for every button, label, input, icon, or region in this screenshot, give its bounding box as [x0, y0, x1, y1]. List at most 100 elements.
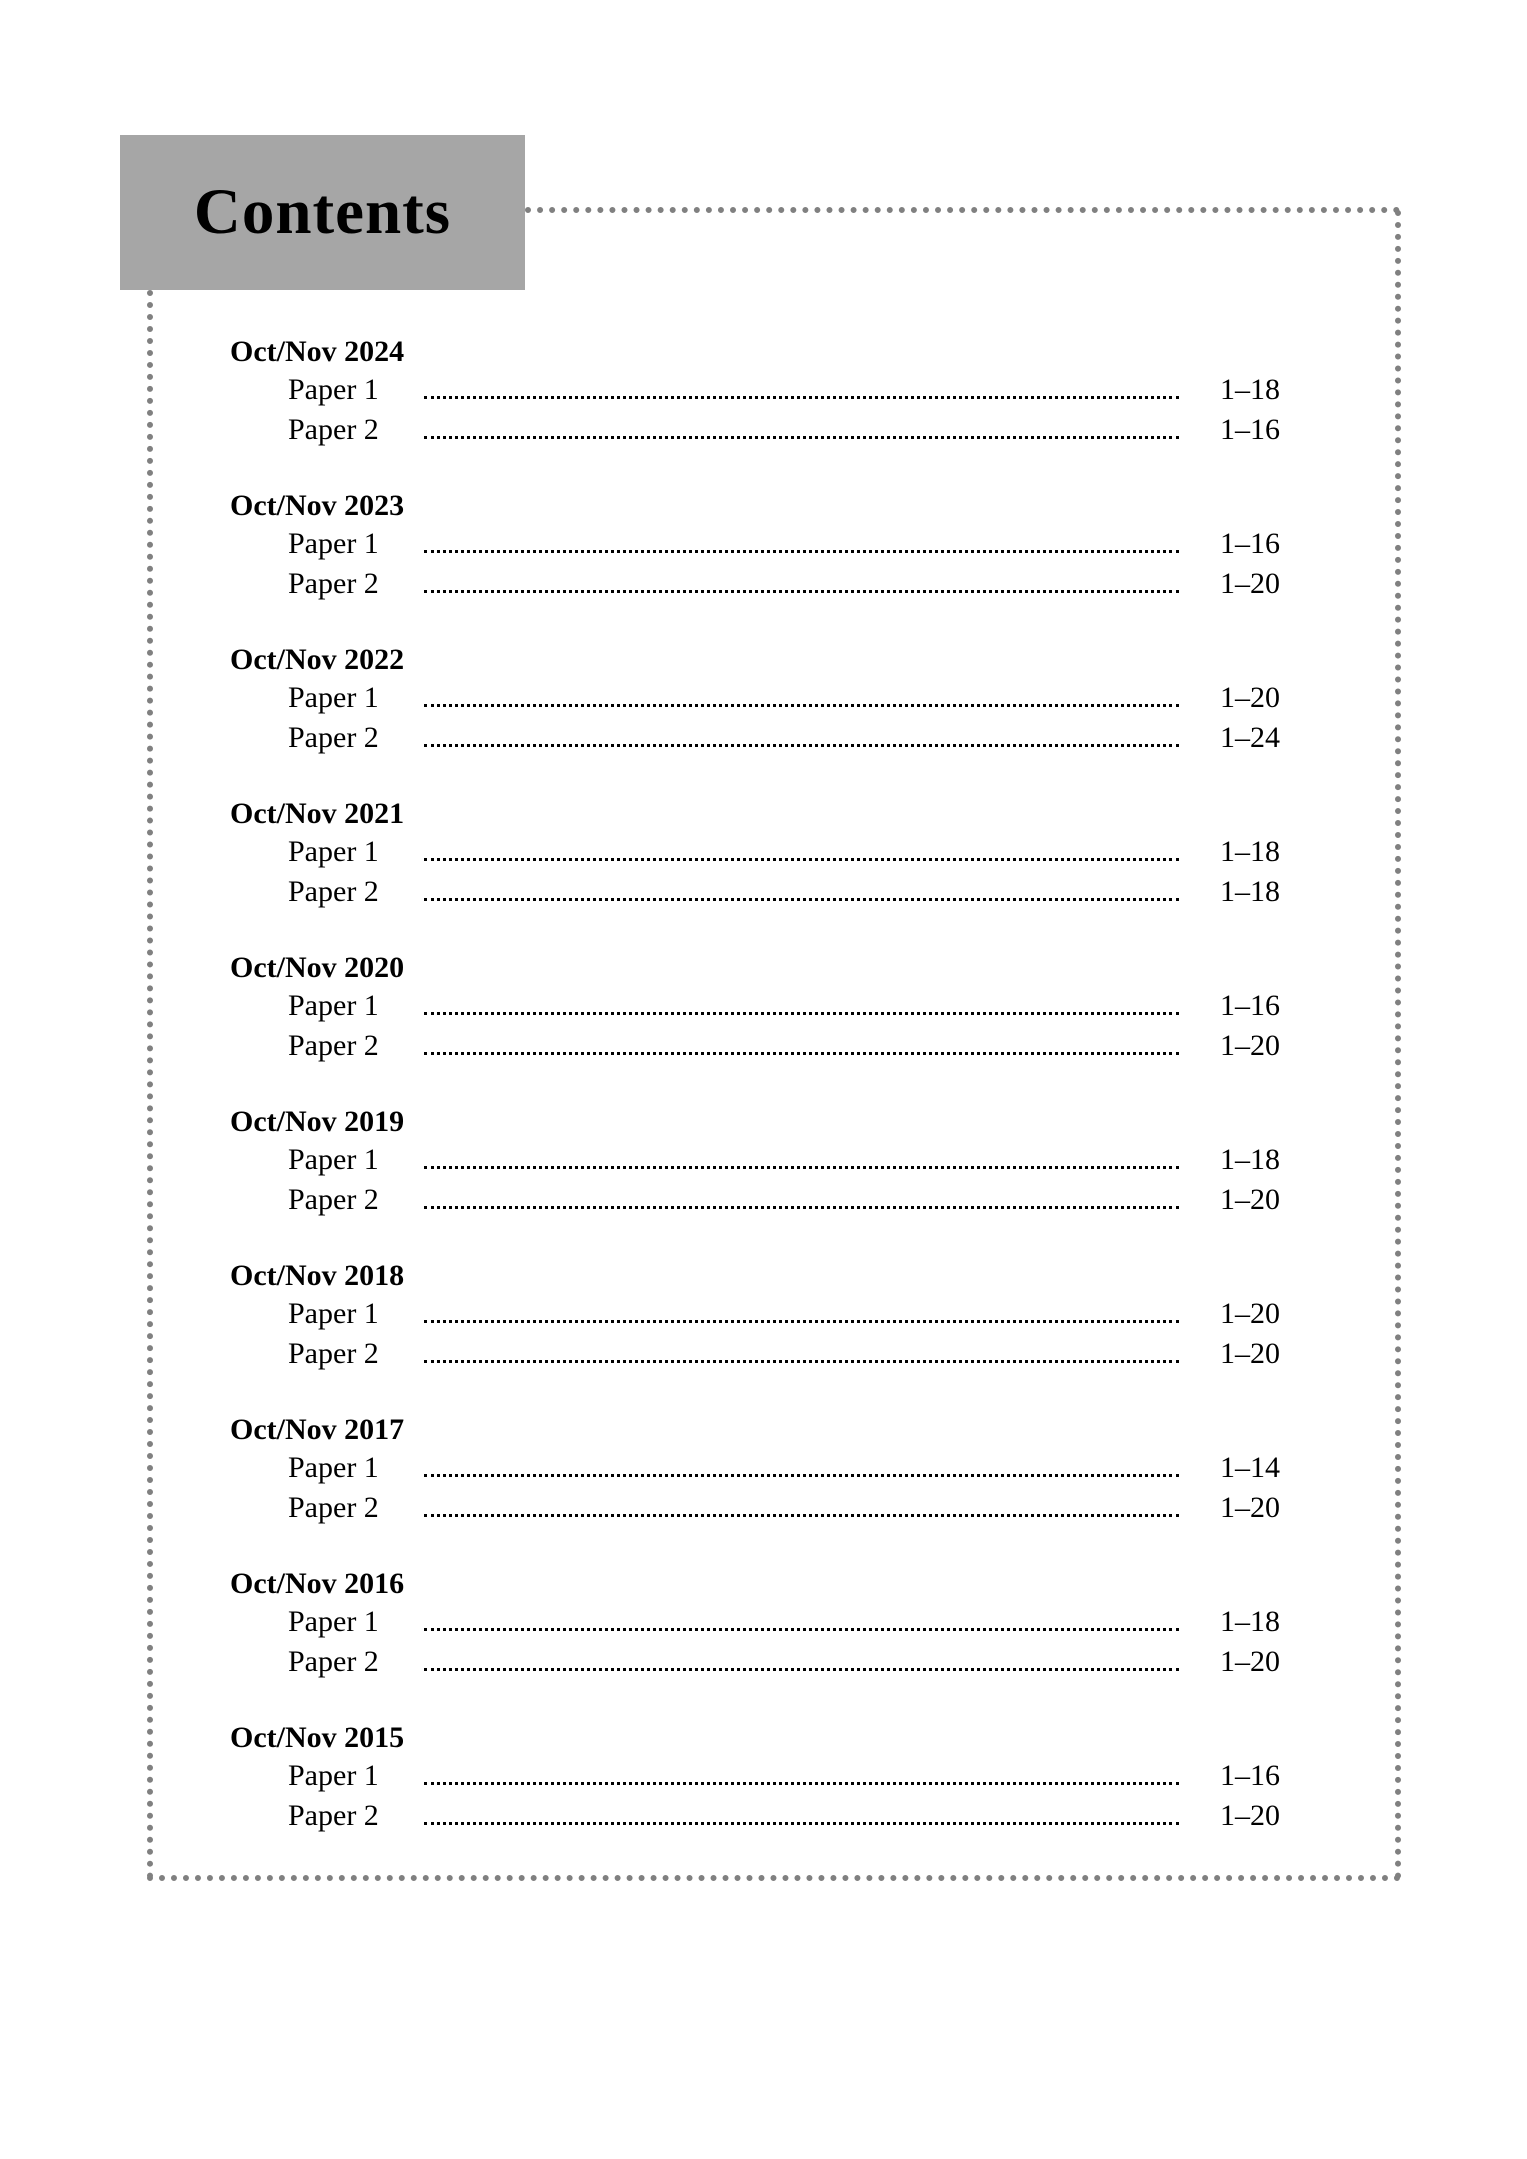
leader-dots [424, 1474, 1179, 1477]
year-section: Oct/Nov 2020 Paper 1 1–16 Paper 2 1–20 [230, 951, 1280, 1063]
leader-dots [424, 1782, 1179, 1785]
paper-label: Paper 1 [230, 1297, 418, 1331]
page-range: 1–18 [1185, 373, 1280, 407]
year-section: Oct/Nov 2024 Paper 1 1–18 Paper 2 1–16 [230, 335, 1280, 447]
page-range: 1–16 [1185, 1759, 1280, 1793]
year-heading: Oct/Nov 2018 [230, 1259, 1280, 1293]
leader-dots [424, 1012, 1179, 1015]
year-section: Oct/Nov 2021 Paper 1 1–18 Paper 2 1–18 [230, 797, 1280, 909]
year-heading: Oct/Nov 2022 [230, 643, 1280, 677]
page-range: 1–20 [1185, 681, 1280, 715]
border-top [525, 207, 1400, 213]
page-range: 1–18 [1185, 835, 1280, 869]
leader-dots [424, 1052, 1179, 1055]
border-bottom [147, 1875, 1401, 1881]
paper-label: Paper 2 [230, 413, 418, 447]
leader-dots [424, 1206, 1179, 1209]
toc-entry: Paper 1 1–18 [230, 835, 1280, 869]
contents-body: Oct/Nov 2024Paper 11–18Paper 21–16Oct/No… [230, 335, 1280, 1875]
paper-label: Paper 2 [230, 1799, 418, 1833]
paper-label: Paper 2 [230, 875, 418, 909]
paper-label: Paper 2 [230, 567, 418, 601]
leader-dots [424, 1668, 1179, 1671]
page-range: 1–18 [1185, 1143, 1280, 1177]
paper-label: Paper 1 [230, 835, 418, 869]
leader-dots [424, 1320, 1179, 1323]
toc-entry: Paper 2 1–20 [230, 1029, 1280, 1063]
leader-dots [424, 1822, 1179, 1825]
page-range: 1–20 [1185, 1029, 1280, 1063]
page-title: Contents [194, 175, 451, 250]
toc-entry: Paper 2 1–24 [230, 721, 1280, 755]
year-section: Oct/Nov 2018Paper 11–20Paper 21–20 [230, 1259, 1280, 1371]
toc-entry: Paper 11–20 [230, 1297, 1280, 1331]
year-heading: Oct/Nov 2019 [230, 1105, 1280, 1139]
leader-dots [424, 744, 1179, 747]
page-range: 1–20 [1185, 1183, 1280, 1217]
page-range: 1–20 [1185, 1799, 1280, 1833]
leader-dots [424, 1628, 1179, 1631]
page-range: 1–24 [1185, 721, 1280, 755]
toc-entry: Paper 1 1–16 [230, 989, 1280, 1023]
leader-dots [424, 550, 1179, 553]
page-range: 1–18 [1185, 1605, 1280, 1639]
page-range: 1–16 [1185, 989, 1280, 1023]
leader-dots [424, 704, 1179, 707]
paper-label: Paper 2 [230, 1029, 418, 1063]
toc-entry: Paper 2 1–20 [230, 1491, 1280, 1525]
year-heading: Oct/Nov 2024 [230, 335, 1280, 369]
paper-label: Paper 1 [230, 989, 418, 1023]
leader-dots [424, 1360, 1179, 1363]
paper-label: Paper 2 [230, 1183, 418, 1217]
leader-dots [424, 396, 1179, 399]
toc-entry: Paper 1 1–18 [230, 373, 1280, 407]
year-heading: Oct/Nov 2017 [230, 1413, 1280, 1447]
border-left [147, 290, 153, 1880]
page-range: 1–20 [1185, 567, 1280, 601]
page-range: 1–16 [1185, 527, 1280, 561]
year-heading: Oct/Nov 2015 [230, 1721, 1280, 1755]
paper-label: Paper 2 [230, 721, 418, 755]
toc-entry: Paper 2 1–20 [230, 1645, 1280, 1679]
year-section: Oct/Nov 2015 Paper 1 1–16 Paper 2 1–20 [230, 1721, 1280, 1833]
header-banner: Contents [120, 135, 525, 290]
year-section: Oct/Nov 2023 Paper 1 1–16 Paper 2 1–20 [230, 489, 1280, 601]
toc-entry: Paper 2 1–20 [230, 1183, 1280, 1217]
year-section: Oct/Nov 2017 Paper 11–14 Paper 2 1–20 [230, 1413, 1280, 1525]
year-section: Oct/Nov 2019 Paper 1 1–18 Paper 2 1–20 [230, 1105, 1280, 1217]
toc-entry: Paper 1 1–16 [230, 1759, 1280, 1793]
border-right [1395, 210, 1401, 1880]
year-heading: Oct/Nov 2021 [230, 797, 1280, 831]
paper-label: Paper 2 [230, 1645, 418, 1679]
year-heading: Oct/Nov 2023 [230, 489, 1280, 523]
page-range: 1–18 [1185, 875, 1280, 909]
page-container: Contents Oct/Nov 2024 Paper 1 1–18 Paper 2 1… [0, 0, 1527, 2159]
page-range: 1–20 [1185, 1645, 1280, 1679]
toc-entry: Paper 1 1–20 [230, 681, 1280, 715]
toc-entry: Paper 2 1–16 [230, 413, 1280, 447]
leader-dots [424, 590, 1179, 593]
toc-entry: Paper 11–14 [230, 1451, 1280, 1485]
page-range: 1–20 [1185, 1337, 1280, 1371]
paper-label: Paper 1 [230, 681, 418, 715]
toc-entry: Paper 21–20 [230, 1337, 1280, 1371]
toc-entry: Paper 11–18 [230, 1605, 1280, 1639]
paper-label: Paper 1 [230, 1451, 418, 1485]
paper-label: Paper 2 [230, 1491, 418, 1525]
leader-dots [424, 1166, 1179, 1169]
paper-label: Paper 1 [230, 527, 418, 561]
year-heading: Oct/Nov 2020 [230, 951, 1280, 985]
paper-label: Paper 1 [230, 1759, 418, 1793]
toc-entry: Paper 1 1–18 [230, 1143, 1280, 1177]
year-section: Oct/Nov 2016 Paper 11–18 Paper 2 1–20 [230, 1567, 1280, 1679]
leader-dots [424, 858, 1179, 861]
toc-entry: Paper 2 1–20 [230, 567, 1280, 601]
year-section: Oct/Nov 2022 Paper 1 1–20 Paper 2 1–24 [230, 643, 1280, 755]
paper-label: Paper 1 [230, 373, 418, 407]
year-heading: Oct/Nov 2016 [230, 1567, 1280, 1601]
page-range: 1–16 [1185, 413, 1280, 447]
paper-label: Paper 1 [230, 1143, 418, 1177]
page-range: 1–20 [1185, 1491, 1280, 1525]
leader-dots [424, 898, 1179, 901]
toc-entry: Paper 1 1–16 [230, 527, 1280, 561]
